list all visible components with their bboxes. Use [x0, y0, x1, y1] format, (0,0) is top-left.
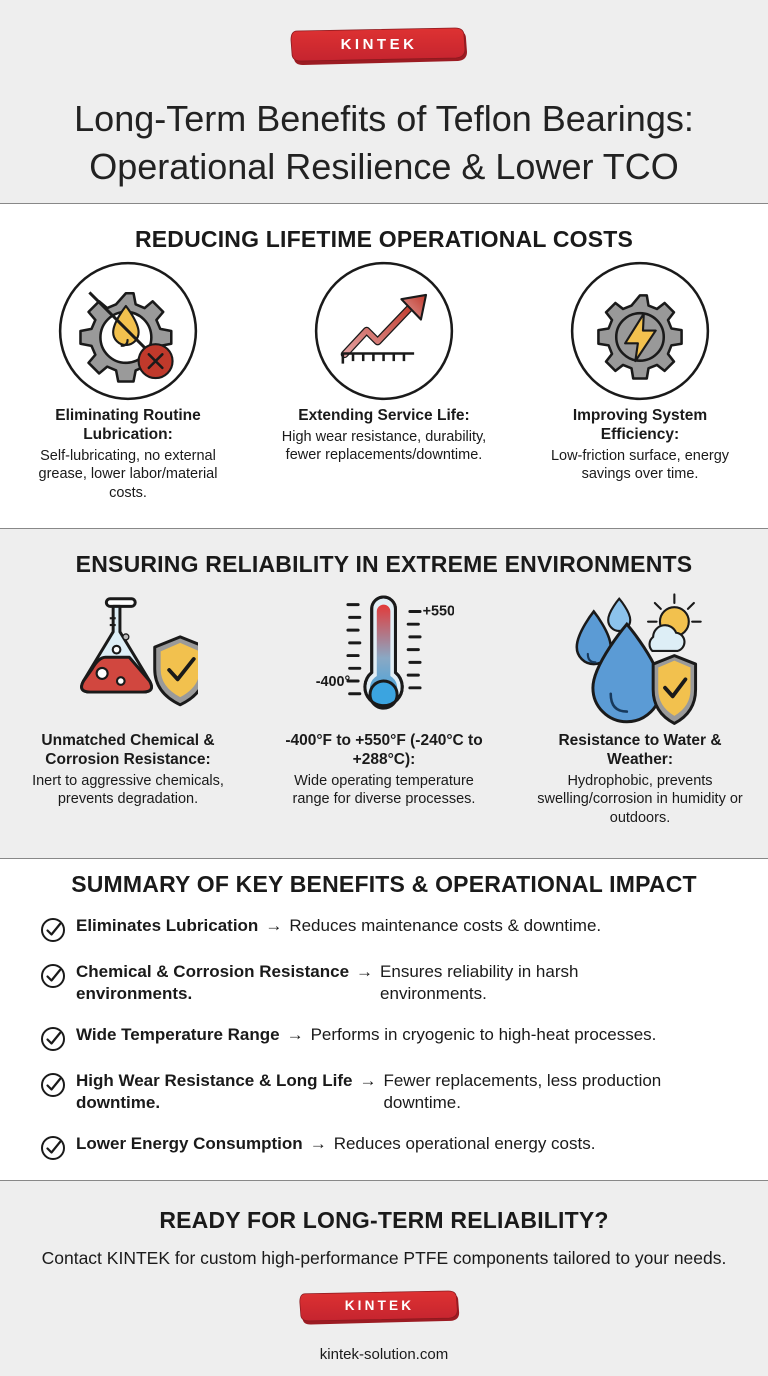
svg-text:-400°: -400° [316, 674, 351, 690]
svg-text:+550: +550 [423, 604, 454, 620]
svg-text:KINTEK: KINTEK [341, 36, 418, 53]
svg-text:KINTEK: KINTEK [345, 1298, 415, 1313]
